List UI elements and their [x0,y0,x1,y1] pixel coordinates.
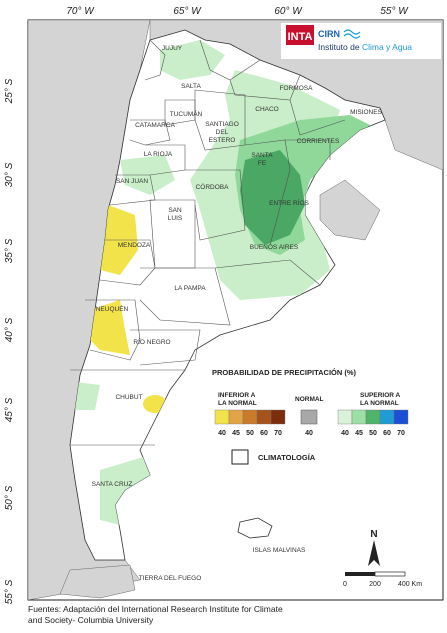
lat-label-50s: 50° S [4,485,15,510]
north-arrow: N [368,529,380,566]
label-malvinas: ISLAS MALVINAS [253,547,306,554]
legend-title: PROBABILIDAD DE PRECIPITACIÓN (%) [212,368,357,377]
label-neuquen: NEUQUÉN [96,304,129,313]
scale-label-0: 0 [343,581,347,588]
legend-below-swatch-50 [242,409,258,425]
legend-below-label-1: INFERIOR A [218,392,256,399]
province-borders [70,39,346,446]
sources-line-2: and Society- Columbia University [28,615,154,625]
label-catamarca: CATAMARCA [135,122,176,129]
sources-caption: Fuentes: Adaptación del International Re… [28,604,443,626]
legend-below-swatch-70 [270,409,286,425]
label-san-luis-1: SAN [168,207,182,214]
legend-above-swatch-50 [365,409,381,425]
legend-below-swatch-60 [256,409,272,425]
legend: PROBABILIDAD DE PRECIPITACIÓN (%) INFERI… [212,368,409,465]
label-misiones: MISIONES [350,109,382,116]
legend-above-label-1: SUPERIOR A [360,392,401,399]
legend-below-value-40: 40 [218,430,226,437]
label-buenos-aires: BUENOS AIRES [250,244,299,251]
label-santa-fe-2: FE [258,160,267,167]
lat-label-45s: 45° S [4,397,15,422]
probability-shading [70,40,370,525]
label-formosa: FORMOSA [280,85,314,92]
lat-label-30s: 30° S [4,162,15,187]
legend-above-value-60: 60 [383,430,391,437]
label-corrientes: CORRIENTES [297,138,340,145]
label-rio-negro: RÍO NEGRO [133,337,170,346]
legend-below-label-2: LA NORMAL [218,400,257,407]
lon-label-60w: 60° W [274,6,303,17]
lat-label-35s: 35° S [4,238,15,263]
legend-below-swatch-40 [214,409,230,425]
light-green-north [160,40,225,80]
label-jujuy: JUJUY [162,45,183,52]
legend-below-value-60: 60 [260,430,268,437]
scale-label-200: 200 [369,581,381,588]
wave-icon [343,29,361,39]
label-mendoza: MENDOZA [118,242,151,249]
legend-above-swatch-40 [337,409,353,425]
legend-above-value-70: 70 [397,430,405,437]
label-entre-rios: ENTRE RÍOS [269,198,309,207]
malvinas-islands [237,517,273,539]
lat-label-40s: 40° S [4,317,15,342]
inta-logo-mark [286,25,314,45]
label-tucuman: TUCUMÁN [170,109,203,118]
legend-normal-value: 40 [305,430,313,437]
legend-below-swatch-45 [228,409,244,425]
legend-above-swatch-45 [351,409,367,425]
label-chaco: CHACO [255,106,278,113]
sources-line-1: Fuentes: Adaptación del International Re… [28,604,283,614]
label-santa-cruz: SANTA CRUZ [92,481,133,488]
legend-below-value-50: 50 [246,430,254,437]
scale-bar: 0 200 400 Km [343,571,422,588]
legend-above-swatches: 40 45 50 60 70 [337,409,409,437]
legend-above-label-2: LA NORMAL [360,400,399,407]
legend-normal-swatch [300,409,318,425]
lat-label-25s: 25° S [4,78,15,104]
label-santiago-1: SANTIAGO [205,121,239,128]
label-santa-fe-1: SANTA [251,152,273,159]
label-salta: SALTA [181,83,201,90]
label-tierra-del-fuego: TIERRA DEL FUEGO [139,575,202,582]
climatology-swatch [231,449,249,465]
tierra-del-fuego-chile [59,564,136,599]
legend-below-value-45: 45 [232,430,240,437]
climatology-label: CLIMATOLOGÍA [258,453,316,462]
label-la-pampa: LA PAMPA [174,285,206,292]
lat-label-55s: 55° S [4,579,15,604]
legend-normal-label: NORMAL [295,396,324,403]
institute-name: Instituto de Clima y Agua [318,42,412,52]
legend-above-swatch-60 [379,409,395,425]
label-cordoba: CÓRDOBA [196,182,230,191]
label-san-juan: SAN JUAN [116,178,148,185]
yellow-neuquen-rionegro [85,300,130,355]
light-green-patagonia [70,380,100,410]
legend-above-swatch-70 [393,409,409,425]
lon-label-55w: 55° W [380,6,409,17]
legend-above-value-50: 50 [369,430,377,437]
label-santiago-3: ESTERO [209,137,236,144]
north-arrow-icon [368,540,380,566]
lon-label-65w: 65° W [173,6,202,17]
legend-above-value-40: 40 [341,430,349,437]
uruguay-region [319,179,381,241]
province-labels: JUJUY SALTA FORMOSA TUCUMÁN CHACO MISION… [92,45,383,582]
scale-label-400: 400 Km [398,581,422,588]
cirn-logo-text: CIRN [318,29,340,39]
legend-below-value-70: 70 [274,430,282,437]
map-body [28,20,443,600]
label-chubut: CHUBUT [115,394,142,401]
north-arrow-label: N [370,529,377,540]
label-la-rioja: LA RIOJA [144,151,173,158]
lon-label-70w: 70° W [66,6,95,17]
inta-logo-text: INTA [288,31,313,43]
label-santiago-2: DEL [216,129,229,136]
legend-above-value-45: 45 [355,430,363,437]
legend-below-swatches: 40 45 50 60 70 [214,409,286,437]
inta-cirn-logo: INTA CIRN Instituto de Clima y Agua [281,23,441,59]
label-san-luis-2: LUIS [168,215,183,222]
